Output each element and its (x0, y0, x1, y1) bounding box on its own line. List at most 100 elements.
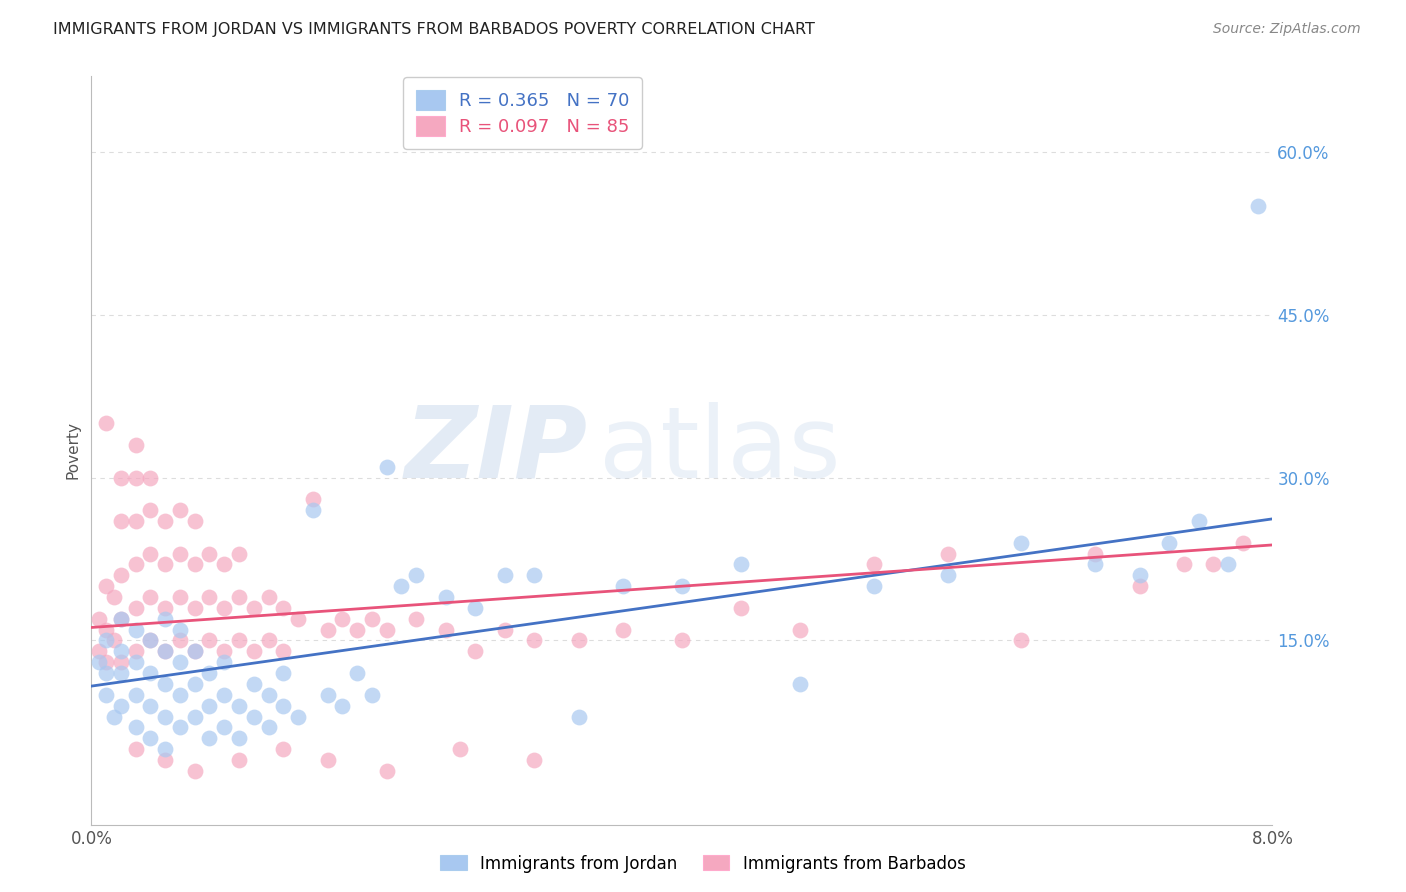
Point (183, 514, 207, 528)
Point (228, 698, 250, 713)
Point (214, 644, 236, 658)
Point (332, 698, 354, 713)
Point (228, 731, 250, 746)
Point (110, 698, 132, 713)
Point (103, 633, 125, 648)
Point (375, 764, 398, 778)
Point (523, 633, 546, 648)
Point (1202, 558, 1225, 572)
Text: IMMIGRANTS FROM JORDAN VS IMMIGRANTS FROM BARBADOS POVERTY CORRELATION CHART: IMMIGRANTS FROM JORDAN VS IMMIGRANTS FRO… (53, 22, 815, 37)
Point (153, 677, 177, 691)
Text: atlas: atlas (599, 402, 841, 499)
Point (169, 590, 191, 604)
Point (183, 601, 207, 615)
Point (316, 753, 339, 767)
Point (346, 623, 368, 637)
Point (1129, 579, 1152, 593)
Point (87, 612, 110, 626)
Point (612, 623, 634, 637)
Point (271, 601, 295, 615)
Point (228, 590, 250, 604)
Point (153, 709, 177, 723)
Point (153, 644, 177, 658)
Point (139, 503, 162, 517)
Point (243, 709, 266, 723)
Point (434, 623, 457, 637)
Point (228, 633, 250, 648)
Point (228, 753, 250, 767)
Point (110, 568, 132, 582)
Point (316, 623, 339, 637)
Text: Source: ZipAtlas.com: Source: ZipAtlas.com (1213, 22, 1361, 37)
Point (523, 568, 546, 582)
Point (139, 698, 162, 713)
Point (110, 612, 132, 626)
Point (271, 644, 295, 658)
Point (434, 590, 457, 604)
Point (139, 547, 162, 561)
Point (730, 558, 752, 572)
Point (287, 709, 309, 723)
Point (1084, 558, 1107, 572)
Point (139, 470, 162, 484)
Point (1129, 568, 1152, 582)
Point (198, 633, 221, 648)
Point (110, 612, 132, 626)
Point (375, 623, 398, 637)
Point (124, 514, 148, 528)
Point (1159, 535, 1181, 549)
Point (139, 666, 162, 681)
Point (169, 688, 191, 702)
Point (1218, 558, 1240, 572)
Point (139, 633, 162, 648)
Point (183, 558, 207, 572)
Point (124, 623, 148, 637)
Point (360, 688, 382, 702)
Point (1187, 514, 1209, 528)
Point (110, 470, 132, 484)
Point (96, 688, 118, 702)
Point (96, 623, 118, 637)
Point (124, 655, 148, 669)
Point (103, 709, 125, 723)
Point (198, 731, 221, 746)
Point (671, 633, 693, 648)
Point (124, 438, 148, 452)
Point (153, 514, 177, 528)
Point (271, 742, 295, 756)
Point (257, 590, 280, 604)
Point (228, 547, 250, 561)
Point (183, 644, 207, 658)
Point (214, 601, 236, 615)
Text: ZIP: ZIP (405, 402, 588, 499)
Point (332, 612, 354, 626)
Point (464, 601, 486, 615)
Point (271, 666, 295, 681)
Point (169, 547, 191, 561)
Point (391, 579, 413, 593)
Point (568, 633, 591, 648)
Point (153, 753, 177, 767)
Point (139, 731, 162, 746)
Point (257, 633, 280, 648)
Point (1232, 535, 1254, 549)
Point (198, 590, 221, 604)
Point (301, 492, 323, 507)
Point (271, 698, 295, 713)
Point (346, 666, 368, 681)
Point (183, 764, 207, 778)
Point (1247, 199, 1270, 213)
Point (730, 601, 752, 615)
Point (789, 623, 811, 637)
Point (96, 666, 118, 681)
Point (124, 470, 148, 484)
Point (110, 666, 132, 681)
Point (243, 601, 266, 615)
Point (360, 612, 382, 626)
Legend: R = 0.365   N = 70, R = 0.097   N = 85: R = 0.365 N = 70, R = 0.097 N = 85 (404, 78, 643, 149)
Point (405, 612, 427, 626)
Point (464, 644, 486, 658)
Point (243, 644, 266, 658)
Point (214, 655, 236, 669)
Point (375, 459, 398, 474)
